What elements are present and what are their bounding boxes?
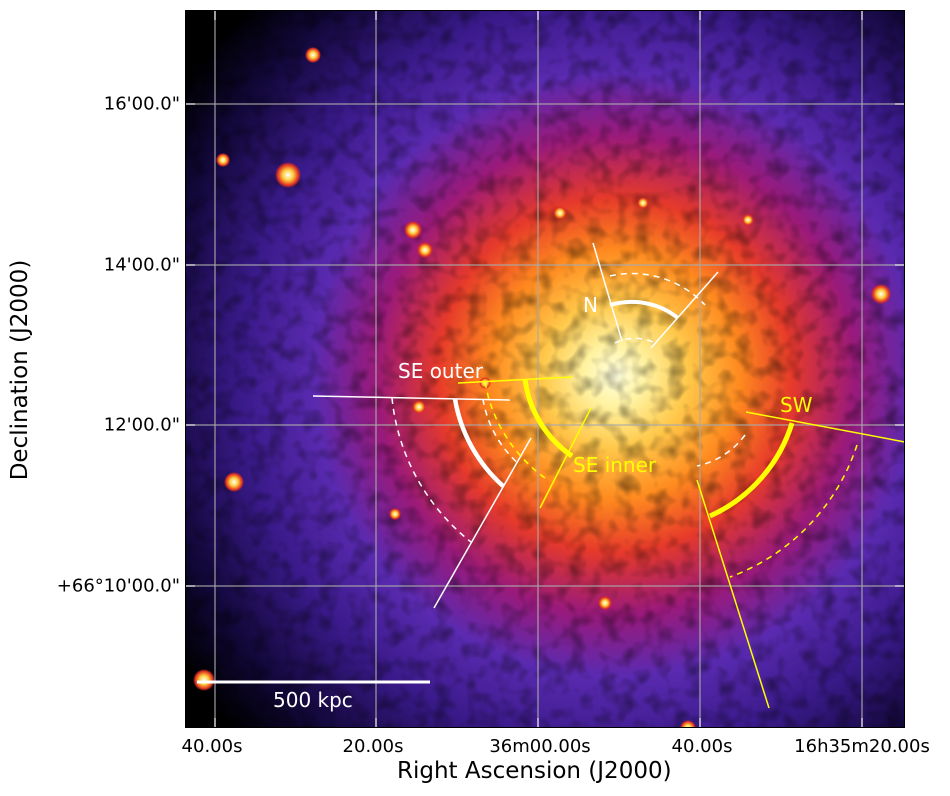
- y-tick-label: 16'00.0": [103, 93, 180, 115]
- y-tick-label: 12'00.0": [103, 414, 180, 436]
- label-se-inner: SE inner: [573, 453, 657, 477]
- sw-region: [696, 411, 905, 709]
- sw-inner-white: [696, 434, 746, 467]
- xray-image: SE outer SE inner N SW 500 kpc: [185, 10, 905, 728]
- x-tick-label: 20.00s: [342, 736, 404, 757]
- y-axis-label: Declination (J2000): [7, 259, 33, 481]
- se-inner-region: [457, 376, 592, 509]
- scale-bar-label: 500 kpc: [273, 688, 353, 712]
- north-region: [592, 242, 719, 349]
- x-tick-label: 40.00s: [671, 736, 733, 757]
- se-outer-region: [312, 395, 532, 609]
- label-se-outer: SE outer: [398, 359, 484, 383]
- coordinate-grid: [185, 10, 905, 728]
- y-tick-label: +66°10'00.0": [56, 575, 180, 597]
- x-axis-label: Right Ascension (J2000): [397, 758, 672, 784]
- x-tick-label: 40.00s: [181, 736, 243, 757]
- y-tick-label: 14'00.0": [103, 254, 180, 276]
- label-sw: SW: [780, 393, 813, 417]
- x-tick-label: 16h35m20.00s: [794, 736, 930, 757]
- point-sources: [193, 47, 891, 728]
- x-tick-label: 36m00.00s: [489, 736, 591, 757]
- label-north: N: [583, 293, 598, 317]
- tick-marks: [185, 10, 905, 728]
